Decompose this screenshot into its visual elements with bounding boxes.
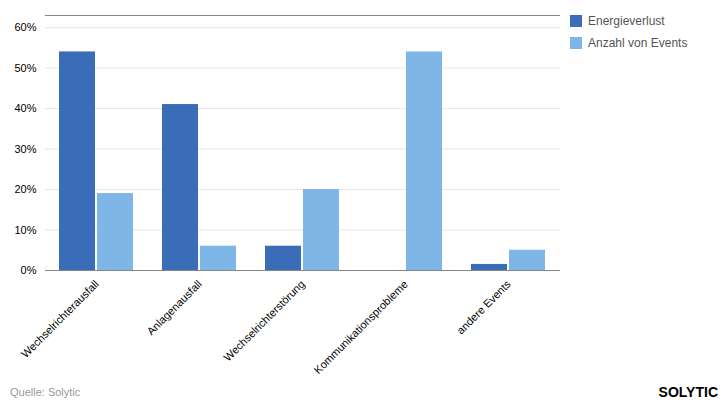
svg-text:Anlagenausfall: Anlagenausfall	[144, 278, 204, 338]
svg-text:40%: 40%	[14, 102, 36, 114]
html-text:SOLYTIC: SOLYTIC	[658, 384, 718, 400]
svg-text:0%: 0%	[21, 264, 37, 276]
svg-text:20%: 20%	[14, 183, 36, 195]
svg-text:Wechselrichterausfall: Wechselrichterausfall	[19, 278, 101, 360]
html-text:Energieverlust: Energieverlust	[588, 14, 665, 28]
svg-text:Kommunikationsprobleme: Kommunikationsprobleme	[311, 278, 409, 376]
svg-text:10%: 10%	[14, 224, 36, 236]
svg-text:Wechselrichterstörung: Wechselrichterstörung	[221, 278, 307, 364]
svg-text:60%: 60%	[14, 21, 36, 33]
svg-text:50%: 50%	[14, 62, 36, 74]
svg-text:andere Events: andere Events	[454, 277, 513, 336]
html-text:Quelle: Solytic: Quelle: Solytic	[10, 386, 81, 398]
svg-text:30%: 30%	[14, 143, 36, 155]
html-text:Anzahl von Events: Anzahl von Events	[588, 36, 688, 50]
